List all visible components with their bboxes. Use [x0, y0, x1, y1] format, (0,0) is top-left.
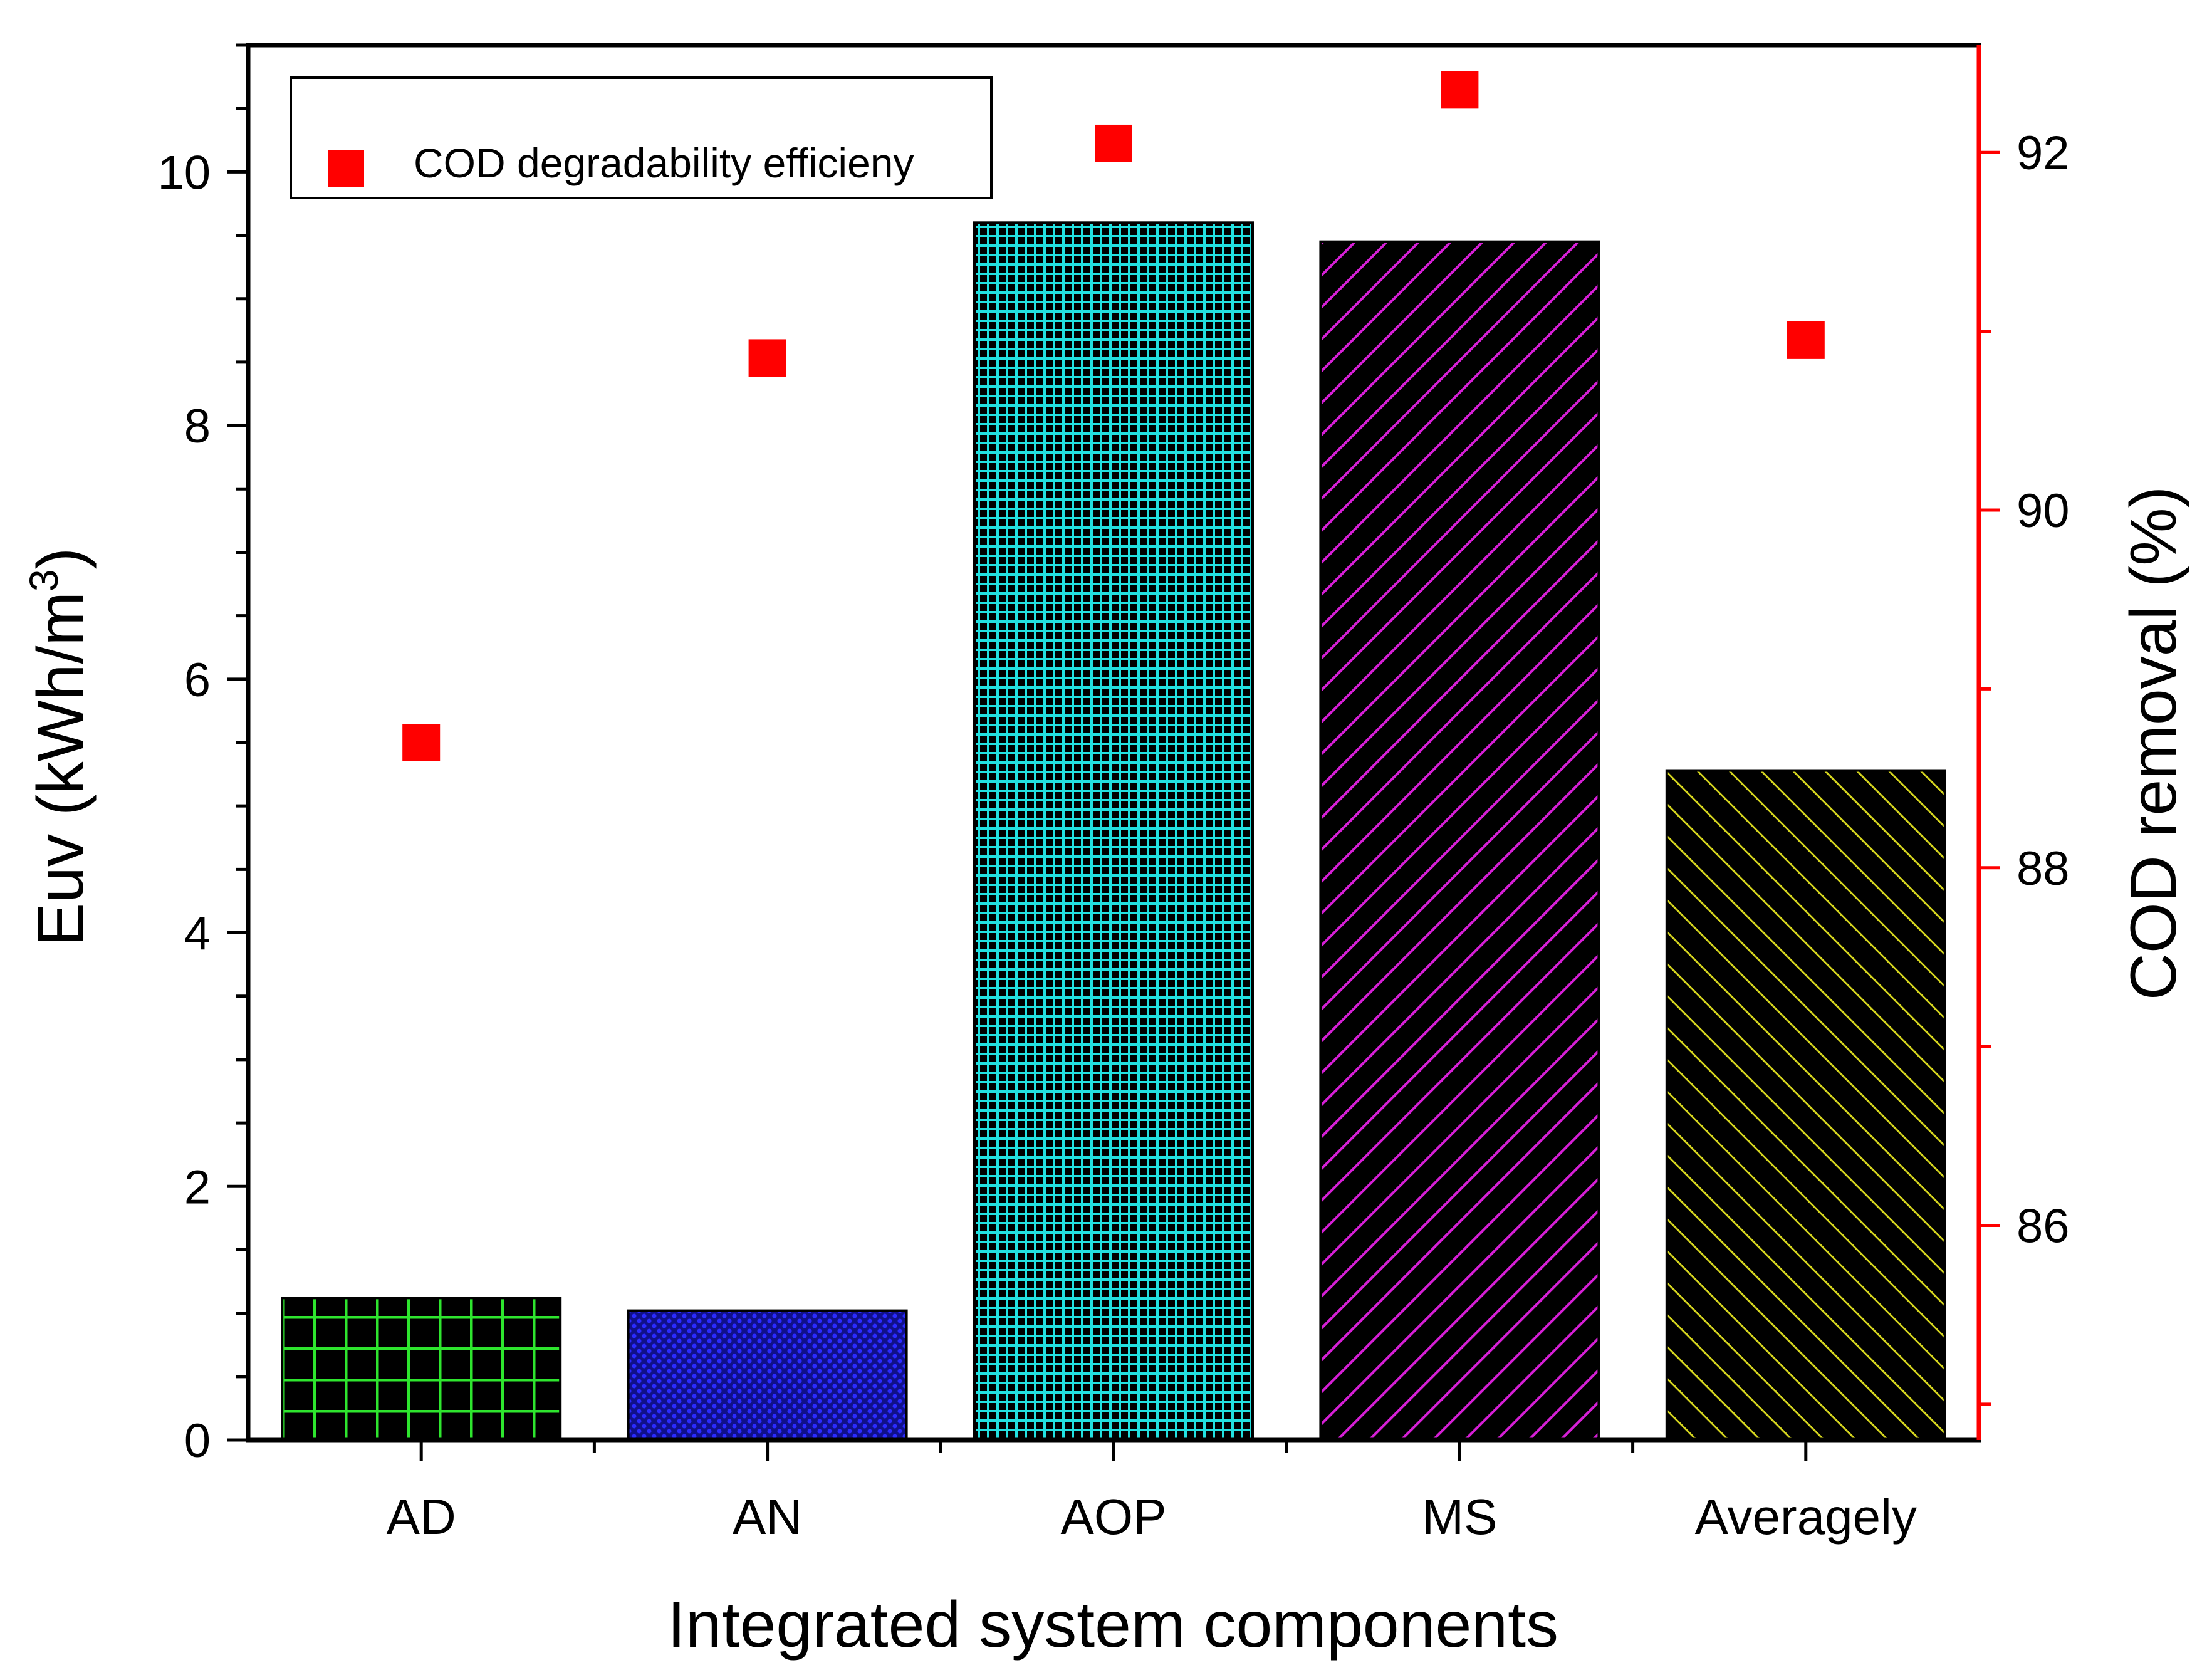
left-tick-label: 6	[184, 654, 211, 707]
y-axis-title-superscript: 3	[21, 569, 66, 592]
bar-aop	[973, 221, 1254, 1441]
legend-label: COD degradability efficieny	[414, 140, 914, 186]
right-tick-label: 86	[2017, 1200, 2070, 1253]
y-axis-title: Euv (kWh/m3)	[21, 548, 97, 947]
left-tick-label: 8	[184, 400, 211, 453]
left-tick-label: 0	[184, 1414, 211, 1468]
bars	[281, 221, 1946, 1442]
x-axis-ticks: AD AN AOP MS Averagely	[387, 1440, 1917, 1545]
scatter-point-averagely	[1787, 321, 1825, 359]
legend-box	[290, 76, 993, 199]
scatter-point-ms	[1441, 71, 1479, 109]
bar-an	[627, 1309, 908, 1442]
right-axis-title: COD removal (%)	[2117, 486, 2190, 1001]
left-tick-label: 2	[184, 1161, 211, 1214]
scatter-point-aop	[1095, 124, 1132, 162]
right-tick-label: 90	[2017, 484, 2070, 538]
left-tick-label: 10	[157, 146, 211, 199]
x-axis-title: Integrated system components	[667, 1589, 1558, 1661]
x-tick-label-ad: AD	[387, 1489, 456, 1545]
scatter-point-an	[748, 339, 786, 377]
x-tick-label-aop: AOP	[1061, 1489, 1167, 1545]
scatter-points	[402, 71, 1825, 761]
right-tick-label: 88	[2017, 842, 2070, 895]
x-tick-label-an: AN	[733, 1489, 802, 1545]
y-axis-title-close: )	[24, 548, 97, 570]
right-axis-ticks: 86 88 90 92	[1979, 127, 2070, 1406]
bar-averagely	[1665, 769, 1946, 1441]
legend-marker	[328, 150, 364, 187]
x-tick-label-averagely: Averagely	[1695, 1489, 1917, 1545]
x-tick-label-ms: MS	[1422, 1489, 1497, 1545]
bar-ad	[281, 1297, 562, 1442]
left-tick-label: 4	[184, 907, 211, 961]
bar-ms	[1319, 240, 1600, 1441]
scatter-point-ad	[402, 724, 441, 761]
legend: COD degradability efficieny	[290, 76, 993, 199]
y-axis-title-main: Euv (kWh/m	[24, 592, 97, 946]
left-axis-ticks: 0 2 4 6 8 10	[157, 43, 248, 1468]
right-tick-label: 92	[2017, 127, 2070, 180]
